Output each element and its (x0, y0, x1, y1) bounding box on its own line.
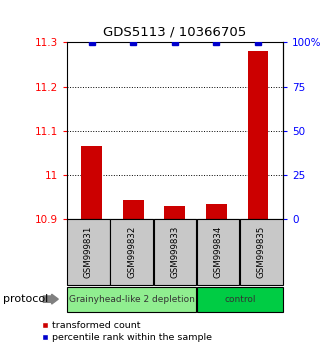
Text: protocol: protocol (3, 294, 49, 304)
Bar (81, 147, 102, 219)
Bar (206, 204, 227, 219)
Text: GSM999834: GSM999834 (213, 226, 223, 278)
Text: GSM999832: GSM999832 (127, 226, 136, 278)
Title: GDS5113 / 10366705: GDS5113 / 10366705 (103, 25, 246, 39)
Bar (123, 200, 144, 219)
Bar (165, 206, 185, 219)
Bar (248, 51, 268, 219)
Text: GSM999831: GSM999831 (84, 226, 93, 278)
Text: GSM999833: GSM999833 (170, 226, 179, 278)
Text: GSM999835: GSM999835 (257, 226, 266, 278)
Text: control: control (224, 295, 255, 304)
Text: Grainyhead-like 2 depletion: Grainyhead-like 2 depletion (69, 295, 194, 304)
Legend: transformed count, percentile rank within the sample: transformed count, percentile rank withi… (38, 317, 216, 346)
